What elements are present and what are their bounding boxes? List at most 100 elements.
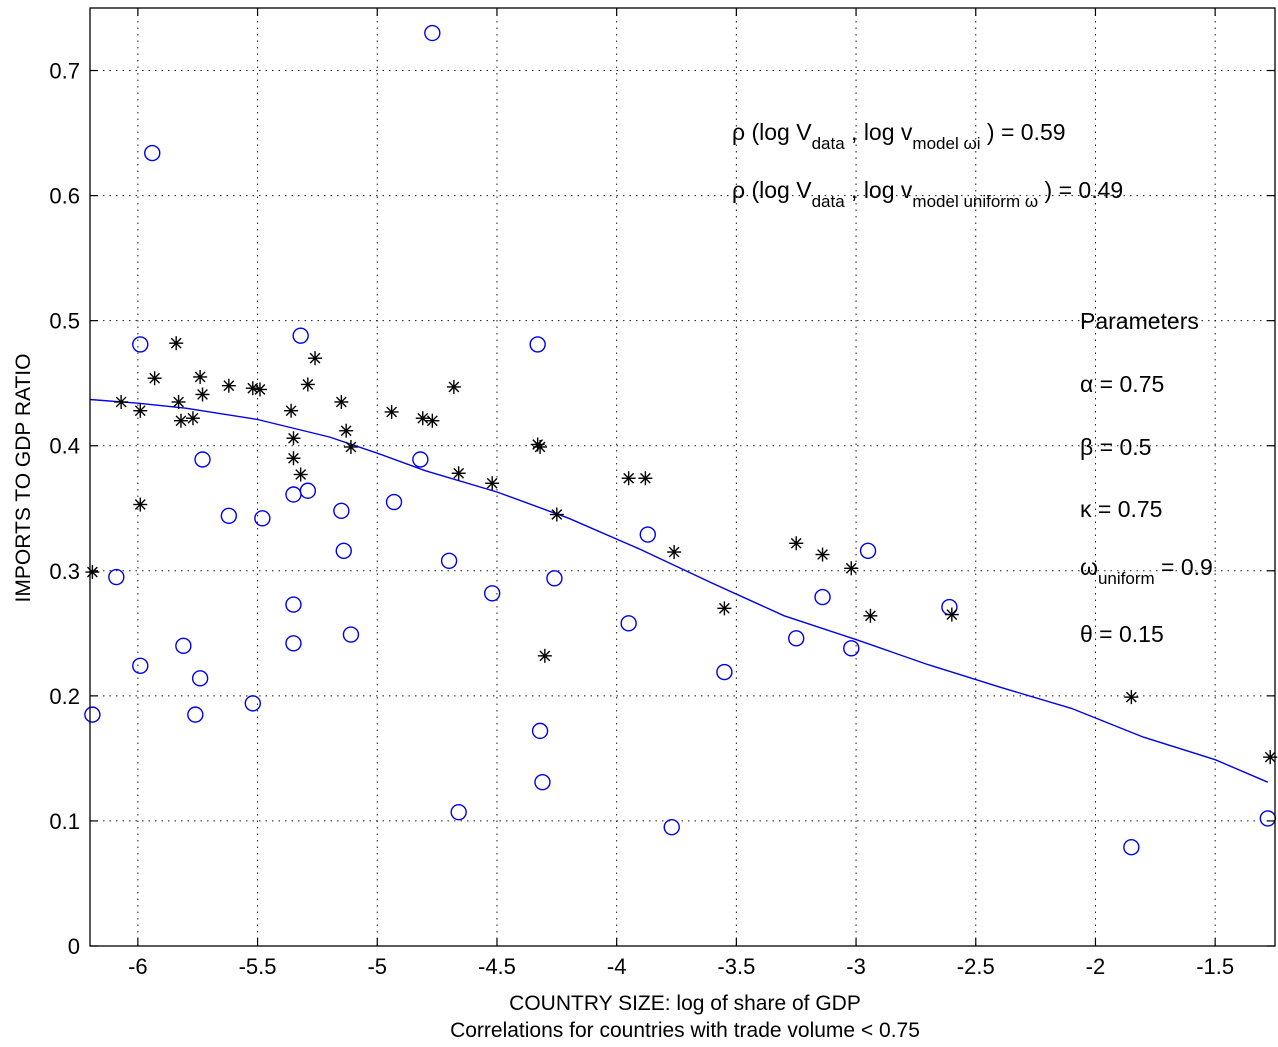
data-point-asterisk <box>789 536 804 551</box>
rho1-sub2: model ωi <box>912 134 980 153</box>
data-point-circle <box>440 552 458 569</box>
data-point-asterisk <box>339 423 354 438</box>
x-axis-label: COUNTRY SIZE: log of share of GDP <box>509 992 861 1015</box>
y-tick-label: 0.3 <box>49 559 80 584</box>
x-tick-label: -1.5 <box>1196 954 1234 979</box>
grid <box>90 8 1275 946</box>
parameter-beta: β = 0.5 <box>1080 434 1151 460</box>
y-tick-label: 0.6 <box>49 184 80 209</box>
y-tick-label: 0 <box>68 934 80 959</box>
data-point-asterisk <box>815 547 830 562</box>
data-point-asterisk <box>944 607 959 622</box>
data-point-asterisk <box>549 507 564 522</box>
data-point-asterisk <box>252 382 267 397</box>
data-point-asterisk <box>245 381 260 396</box>
data-point-asterisk <box>133 497 148 512</box>
data-point-circle <box>385 493 403 511</box>
data-point-asterisk <box>334 394 349 409</box>
omega-sub: uniform <box>1098 569 1155 588</box>
data-point-circle <box>292 327 309 344</box>
data-point-asterisk <box>300 377 315 392</box>
correlation-annotation-1: ρ (log Vdata , log vmodel ωi ) = 0.59 <box>732 119 1066 153</box>
data-point-circle <box>531 722 549 740</box>
correlation-annotation-2: ρ (log Vdata , log vmodel uniform ω ) = … <box>732 177 1123 211</box>
data-point-circle <box>814 588 831 606</box>
rho2-sub1: data <box>812 192 846 211</box>
parameters-title: Parameters <box>1080 308 1199 334</box>
data-point-asterisk <box>717 601 732 616</box>
y-tick-label: 0.5 <box>49 309 80 334</box>
data-point-circle <box>175 637 192 655</box>
fitted-curve <box>89 398 1269 783</box>
data-point-asterisk <box>446 379 461 394</box>
ticks: -6 -5.5 -5 -4.5 -4 -3.5 -3 -2.5 -2 -1.5 0 0.1 0.2 0.3… <box>49 8 1275 979</box>
rho2-mid: , log v <box>845 177 913 203</box>
data-point-asterisk <box>451 466 466 481</box>
data-point-circle <box>483 585 501 602</box>
data-point-circle <box>529 336 546 353</box>
data-point-circle <box>84 706 101 723</box>
data-point-circle <box>859 542 877 559</box>
x-tick-label: -5 <box>367 954 387 979</box>
data-point-asterisk <box>147 371 162 386</box>
data-point-circle <box>620 615 637 632</box>
data-point-asterisk <box>485 476 500 491</box>
rho1-sub1: data <box>812 134 846 153</box>
data-point-asterisk <box>286 431 301 446</box>
data-point-asterisk <box>415 411 430 426</box>
data-point-circle <box>194 451 211 468</box>
omega-post: = 0.9 <box>1155 554 1213 580</box>
x-tick-label: -6 <box>128 954 148 979</box>
data-point-circle <box>144 144 161 162</box>
data-point-circle <box>450 803 467 821</box>
data-point-asterisk <box>286 451 301 466</box>
data-point-circle <box>187 706 204 723</box>
data-point-circle <box>716 663 733 681</box>
parameter-kappa: κ = 0.75 <box>1080 496 1162 522</box>
data-point-circle <box>342 626 360 643</box>
parameter-theta: θ = 0.15 <box>1080 621 1164 647</box>
plot-frame <box>89 7 1276 947</box>
circle-points-layer <box>84 24 1277 856</box>
data-point-asterisk <box>173 413 188 428</box>
data-point-asterisk <box>193 369 208 384</box>
data-point-asterisk <box>621 471 636 486</box>
data-point-circle <box>335 542 352 559</box>
x-axis-sublabel: Correlations for countries with trade vo… <box>450 1019 920 1042</box>
data-point-circle <box>244 695 261 712</box>
data-point-circle <box>534 773 551 791</box>
x-tick-label: -3.5 <box>717 954 755 979</box>
data-point-asterisk <box>1124 690 1139 705</box>
data-point-asterisk <box>133 403 148 418</box>
data-point-circle <box>132 336 149 353</box>
asterisk-points-layer <box>85 336 1278 765</box>
data-point-circle <box>333 502 350 519</box>
rho2-post: ) = 0.49 <box>1038 177 1123 203</box>
data-point-asterisk <box>384 404 399 419</box>
x-tick-label: -2 <box>1086 954 1106 979</box>
data-point-circle <box>191 670 209 687</box>
parameter-omega: ωuniform = 0.9 <box>1080 554 1213 588</box>
data-point-asterisk <box>284 403 299 418</box>
data-point-asterisk <box>343 439 358 454</box>
rho1-post: ) = 0.59 <box>981 119 1066 145</box>
x-tick-label: -3 <box>846 954 866 979</box>
data-point-asterisk <box>114 394 129 409</box>
data-point-asterisk <box>638 471 653 486</box>
data-point-asterisk <box>844 561 859 576</box>
data-point-circle <box>254 510 271 527</box>
x-tick-label: -5.5 <box>239 954 277 979</box>
data-point-asterisk <box>308 351 323 366</box>
data-point-asterisk <box>537 648 552 663</box>
y-tick-label: 0.2 <box>49 684 80 709</box>
data-point-asterisk <box>169 336 184 351</box>
data-point-circle <box>132 657 149 675</box>
data-point-circle <box>285 486 302 503</box>
data-point-circle <box>843 640 860 657</box>
data-point-circle <box>639 526 656 543</box>
data-point-circle <box>788 630 805 647</box>
data-point-asterisk <box>185 411 200 426</box>
y-tick-label: 0.1 <box>49 809 80 834</box>
data-point-circle <box>220 507 238 524</box>
